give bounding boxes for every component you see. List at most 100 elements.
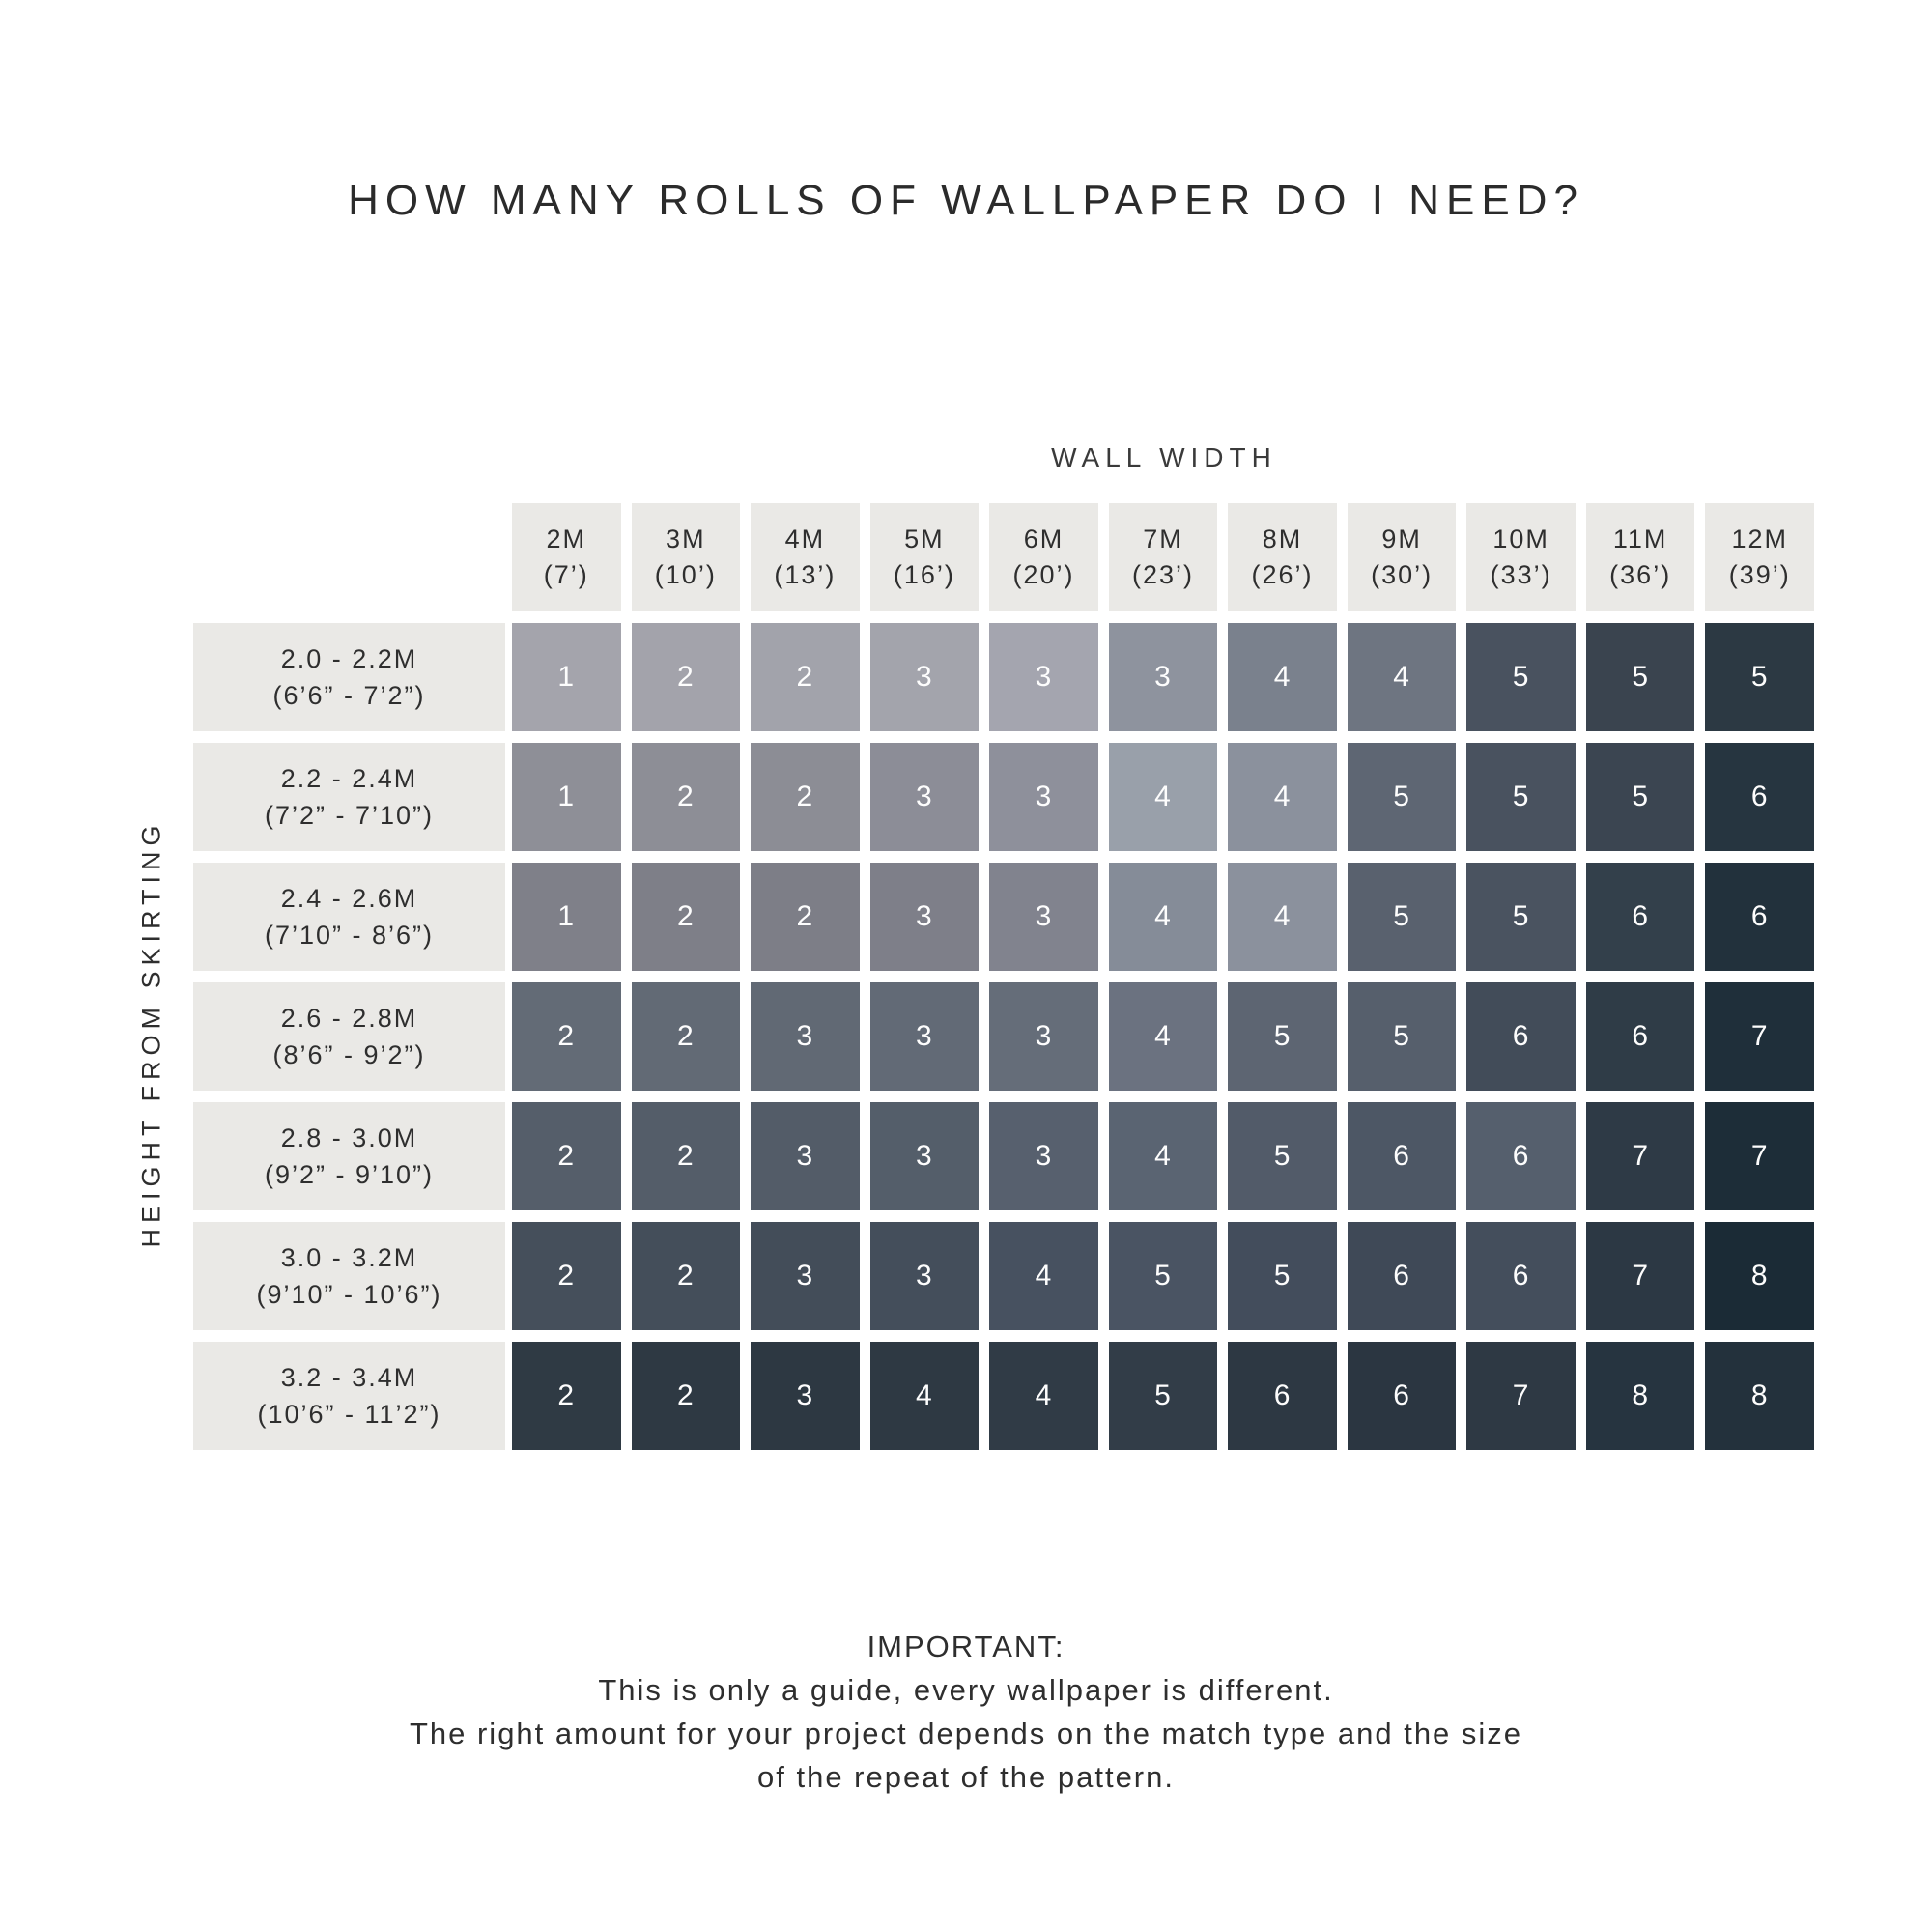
table-cell: 8 [1705,1342,1814,1450]
table-cell: 3 [989,623,1098,731]
table-cell: 6 [1585,863,1695,971]
table-cell: 8 [1585,1342,1695,1450]
table-cell: 2 [631,1222,741,1330]
table-cell: 4 [1108,982,1218,1091]
column-header: 12M (39’) [1705,503,1814,611]
table-cell: 3 [869,743,980,851]
table-cell: 3 [869,982,980,1091]
table-cell: 2 [512,1222,621,1330]
table-cell: 7 [1466,1342,1576,1450]
table-cell: 7 [1585,1102,1695,1210]
table-cell: 2 [512,1342,621,1450]
table-cell: 5 [1347,982,1457,1091]
table-cell: 1 [512,863,621,971]
table-cell: 5 [1228,1102,1337,1210]
column-header: 7M (23’) [1108,503,1218,611]
column-header: 11M (36’) [1585,503,1695,611]
table-cell: 4 [1108,743,1218,851]
table-cell: 4 [1347,623,1457,731]
table-cell: 3 [989,1102,1098,1210]
row-label: 3.0 - 3.2M (9’10” - 10’6”) [193,1222,505,1330]
footer-line: The right amount for your project depend… [409,1717,1523,1750]
table-cell: 5 [1466,623,1576,731]
table-cell: 3 [751,982,860,1091]
table-cell: 3 [751,1102,860,1210]
table-cell: 6 [1466,982,1576,1091]
table-cell: 4 [1108,1102,1218,1210]
table-cell: 2 [631,623,741,731]
table-cell: 5 [1347,743,1457,851]
table-cell: 4 [1108,863,1218,971]
table-cell: 5 [1347,863,1457,971]
table-cell: 3 [869,623,980,731]
table-cell: 3 [1108,623,1218,731]
table-cell: 2 [512,1102,621,1210]
table-cell: 3 [869,863,980,971]
column-header: 10M (33’) [1466,503,1576,611]
column-header: 2M (7’) [512,503,621,611]
table-cell: 3 [751,1222,860,1330]
table-cell: 4 [1228,743,1337,851]
column-headers: 2M (7’) 3M (10’) 4M (13’) 5M (16’) 6M (20’) 7M (23’… [512,503,1814,611]
table-cell: 4 [869,1342,980,1450]
table-cell: 2 [631,1342,741,1450]
table-cell: 6 [1466,1102,1576,1210]
column-header: 5M (16’) [869,503,980,611]
column-header: 4M (13’) [751,503,860,611]
table-cell: 3 [869,1102,980,1210]
row-label: 2.2 - 2.4M (7’2” - 7’10”) [193,743,505,851]
table-cell: 6 [1705,863,1814,971]
table-cell: 3 [989,982,1098,1091]
table-cell: 5 [1228,982,1337,1091]
table-cell: 7 [1705,982,1814,1091]
table-cell: 3 [989,743,1098,851]
table-cell: 2 [751,863,860,971]
row-label: 2.0 - 2.2M (6’6” - 7’2”) [193,623,505,731]
table-cell: 3 [869,1222,980,1330]
footer-line: of the repeat of the pattern. [757,1760,1175,1794]
wall-width-axis-label: WALL WIDTH [1051,442,1277,472]
table-cell: 2 [631,1102,741,1210]
table-cell: 2 [631,743,741,851]
column-header: 3M (10’) [631,503,741,611]
table-cell: 5 [1585,743,1695,851]
table-cell: 2 [631,982,741,1091]
table-cell: 2 [631,863,741,971]
table-cell: 2 [512,982,621,1091]
column-header: 8M (26’) [1228,503,1337,611]
footer-heading: IMPORTANT: [867,1630,1065,1663]
row-label: 2.6 - 2.8M (8’6” - 9’2”) [193,982,505,1091]
table-cell: 5 [1108,1222,1218,1330]
page-title: HOW MANY ROLLS OF WALLPAPER DO I NEED? [348,177,1584,224]
row-label: 2.4 - 2.6M (7’10” - 8’6”) [193,863,505,971]
table-cell: 6 [1466,1222,1576,1330]
table-cell: 5 [1108,1342,1218,1450]
table-cell: 2 [751,743,860,851]
height-from-skirting-axis-label: HEIGHT FROM SKIRTING [136,819,166,1248]
table-cell: 6 [1228,1342,1337,1450]
table-cell: 6 [1347,1342,1457,1450]
table-cell: 1 [512,623,621,731]
table-cell: 3 [751,1342,860,1450]
table-cell: 8 [1705,1222,1814,1330]
table-cell: 5 [1466,743,1576,851]
footer-note: IMPORTANT: This is only a guide, every w… [0,1625,1932,1799]
table-cell: 6 [1347,1222,1457,1330]
table-cell: 6 [1705,743,1814,851]
table-cell: 1 [512,743,621,851]
row-labels: 2.0 - 2.2M (6’6” - 7’2”) 2.2 - 2.4M (7’2” -… [193,623,505,1450]
table-cell: 5 [1228,1222,1337,1330]
table-cell: 7 [1705,1102,1814,1210]
table-cell: 5 [1466,863,1576,971]
table-cell: 4 [1228,623,1337,731]
row-label: 2.8 - 3.0M (9’2” - 9’10”) [193,1102,505,1210]
footer-line: This is only a guide, every wallpaper is… [598,1673,1334,1707]
table-cell: 4 [989,1342,1098,1450]
table-cell: 5 [1585,623,1695,731]
column-header: 9M (30’) [1347,503,1457,611]
table-cell: 6 [1585,982,1695,1091]
table-cell: 7 [1585,1222,1695,1330]
table-cell: 6 [1347,1102,1457,1210]
